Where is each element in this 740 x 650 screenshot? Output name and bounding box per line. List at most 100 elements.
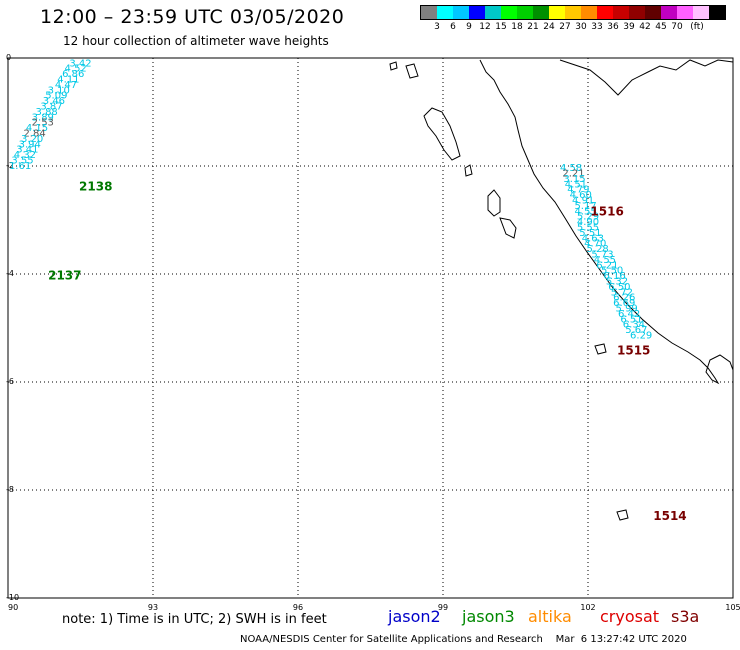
island-near-track [594,343,607,355]
legend-tick: 45 [655,22,667,32]
wave-height-value: 4.32 [14,150,36,161]
legend-tick: 24 [543,22,555,32]
wave-height-value: 3.20 [21,134,43,145]
wave-height-value: 4.70 [584,239,606,250]
wave-height-value: 4.55 [594,255,616,266]
pass-labels: 2138 2137 1516 1515 1514 [48,180,687,523]
wave-height-value: 3.55 [11,156,33,167]
pass-number-label: 2137 [48,269,81,283]
legend-swatch [533,6,549,19]
legend-swatch [437,6,453,19]
wave-height-value: 5.67 [625,325,647,336]
legend-swatch [661,6,677,19]
wave-height-observations: 3.424.526.864.114.473.105.093.463.873.88… [9,58,652,341]
units-note: note: 1) Time is in UTC; 2) SWH is in fe… [62,612,327,627]
legend-tick: 70 [671,22,683,32]
wave-height-value: 3.15 [563,174,585,185]
wave-height-value: 6.16 [603,271,625,282]
wave-height-value: 4.15 [26,123,48,134]
wave-height-value: 5.55 [577,222,599,233]
latitude-tick-label: -4 [6,269,14,278]
legend-tick: 3 [434,22,440,32]
wave-height-value: 6.34 [623,320,645,331]
wave-height-value: 2.84 [23,129,45,140]
pass-number-label: 1515 [617,344,650,358]
legend-swatch [629,6,645,19]
legend-swatch [421,6,437,19]
wave-height-value: 5.29 [577,212,599,223]
wave-height-value: 6.29 [630,330,652,341]
latitude-tick-label: -2 [6,161,14,170]
wave-height-value: 4.52 [65,64,87,75]
legend-swatch [501,6,517,19]
wave-height-value: 2.21 [562,168,584,179]
pass-number-label: 1514 [653,509,686,523]
wave-height-value: 6.86 [62,69,84,80]
wave-height-value: 3.46 [43,96,65,107]
legend-tick: 42 [639,22,651,32]
wave-height-value: 4.63 [582,233,604,244]
island-northwest [389,61,398,71]
legend-swatch [485,6,501,19]
satellite-name-altika: altika [528,607,572,626]
legend-tick: 9 [466,22,472,32]
legend-swatch [581,6,597,19]
satellite-name-jason3: jason3 [462,607,515,626]
wave-height-value: 4.47 [55,80,77,91]
pass-number-label: 1516 [590,204,623,218]
legend-swatch [709,6,725,19]
wave-height-value: 3.41 [16,145,38,156]
longitude-tick-label: 102 [580,603,595,612]
wave-height-value: 6.21 [596,260,618,271]
legend-tick: 36 [607,22,619,32]
legend-tick: 33 [591,22,603,32]
wave-height-value: 5.51 [579,228,601,239]
legend-tick: 6 [450,22,456,32]
legend-swatch [565,6,581,19]
wave-height-value: 4.91 [572,195,594,206]
legend-tick: 30 [575,22,587,32]
wave-height-value: 6.51 [620,314,642,325]
color-scale-legend: 3 6 9 12 15 18 21 24 27 30 33 36 39 42 45 70 (ft) [420,5,726,32]
legend-tick: (ft) [690,22,704,32]
latitude-tick-label: -8 [6,485,14,494]
legend-tick: 39 [623,22,635,32]
wave-height-value: 3.88 [36,107,58,118]
wave-height-value: 5.32 [606,276,628,287]
longitude-tick-label: 99 [438,603,448,612]
island-mid [487,189,501,217]
legend-tick: 12 [479,22,491,32]
legend-tick: 21 [527,22,539,32]
wave-height-value: 4.79 [567,185,589,196]
wave-height-value: 4.11 [57,75,79,86]
island-far-south [616,509,629,521]
wave-height-value: 6.69 [613,298,635,309]
legend-tick: 18 [511,22,523,32]
legend-swatches [420,5,726,20]
legend-swatch [469,6,485,19]
legend-swatch [677,6,693,19]
coastline-mainland [479,59,734,385]
island-north [423,107,461,161]
wave-height-value: 5.09 [45,91,67,102]
legend-swatch [597,6,613,19]
latitude-tick-label: -6 [6,377,14,386]
satellite-name-jason2: jason2 [388,607,441,626]
island-north2 [405,63,419,79]
longitude-tick-label: 90 [8,603,18,612]
island-south [499,217,517,239]
wave-height-value: 3.10 [48,85,70,96]
map-grid [8,58,733,598]
wave-height-value: 4.55 [574,206,596,217]
latitude-tick-label: -10 [6,593,19,602]
map-frame [7,57,734,599]
longitude-tick-label: 105 [725,603,740,612]
footer-credit: NOAA/NESDIS Center for Satellite Applica… [240,634,687,645]
wave-height-value: 2.53 [32,118,54,129]
wave-height-value: 3.42 [69,58,91,69]
wave-height-value: 5.50 [601,266,623,277]
map-subtitle: 12 hour collection of altimeter wave hei… [63,34,329,48]
wave-height-value: 3.94 [19,139,41,150]
wave-height-value: 4.51 [565,179,587,190]
